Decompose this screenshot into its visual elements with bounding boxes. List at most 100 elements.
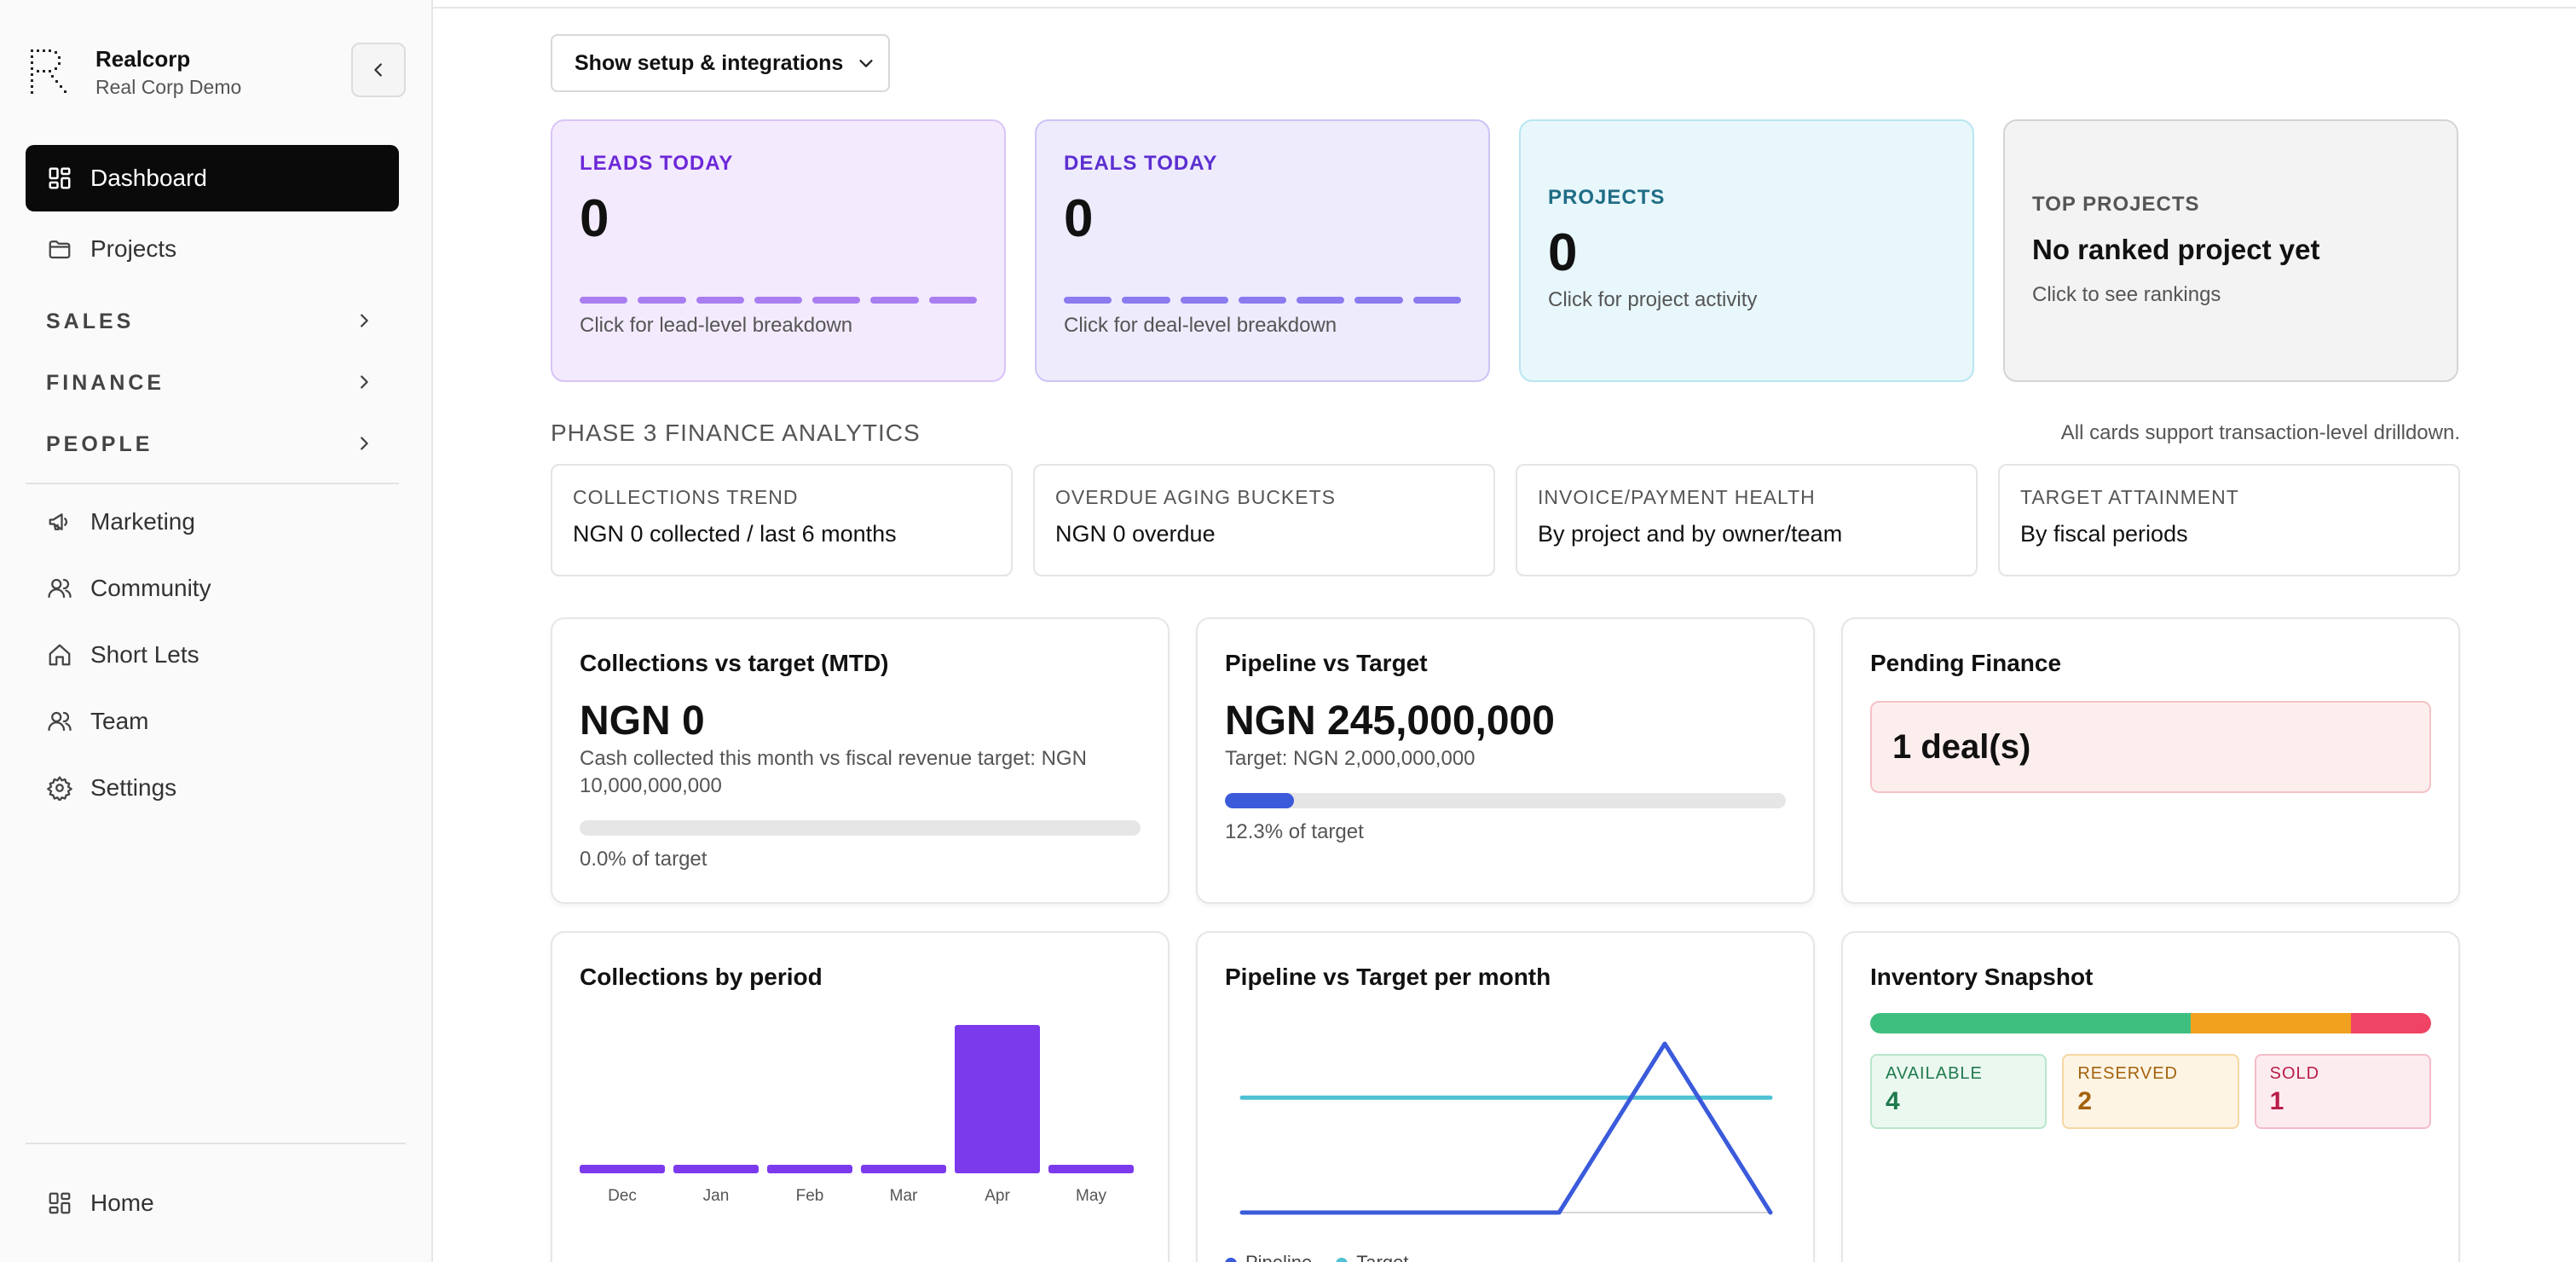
collections-by-period-panel[interactable]: Collections by period Dec Jan Feb Mar Apr May [551,931,1170,1262]
analytics-card-collections-trend[interactable]: COLLECTIONS TREND NGN 0 collected / last… [551,464,1013,576]
sidebar-item-label: Community [90,575,211,601]
progress-bar [1225,793,1786,808]
show-setup-button[interactable]: Show setup & integrations [551,34,890,92]
folder-icon [46,235,73,263]
kpi-hint: Click for deal-level breakdown [1064,314,1337,337]
analytics-card-label: OVERDUE AGING BUCKETS [1055,486,1337,508]
chevron-right-icon [361,375,368,389]
kpi-hint: Click for project activity [1548,288,1758,311]
kpi-segments [1064,297,1461,304]
inventory-label: AVAILABLE [1886,1064,1983,1083]
sidebar-item-settings[interactable]: Settings [26,755,399,821]
sidebar-item-community[interactable]: Community [26,555,399,622]
analytics-card-label: COLLECTIONS TREND [573,486,799,508]
sidebar-item-label: Marketing [90,508,195,535]
kpi-label: DEALS TODAY [1064,152,1218,175]
pipeline-per-month-panel[interactable]: Pipeline vs Target per month Pipeline Ta… [1196,931,1815,1262]
show-setup-label: Show setup & integrations [575,50,844,75]
chevron-right-icon [361,314,368,327]
bar-feb [767,1165,852,1173]
kpi-value: No ranked project yet [2032,234,2320,265]
sidebar-divider [26,483,399,484]
panel-title: Pipeline vs Target [1225,650,1428,676]
inventory-value: 2 [2077,1087,2093,1115]
sidebar-item-dashboard[interactable]: Dashboard [26,145,399,211]
chevron-right-icon [361,437,368,450]
sidebar-group-sales[interactable]: SALES [26,296,399,347]
analytics-card-invoice-health[interactable]: INVOICE/PAYMENT HEALTH By project and by… [1516,464,1978,576]
sidebar-group-finance[interactable]: FINANCE [26,357,399,408]
sidebar-item-label: Settings [90,774,177,801]
bar-apr [955,1025,1040,1173]
kpi-card-top-projects[interactable]: TOP PROJECTS No ranked project yet Click… [2003,119,2458,382]
legend-item-target: Target [1336,1252,1408,1262]
analytics-card-value: NGN 0 collected / last 6 months [573,521,897,547]
bar-may [1048,1165,1134,1173]
kpi-label: TOP PROJECTS [2032,193,2200,216]
collections-bar-chart: Dec Jan Feb Mar Apr May [580,1025,1134,1205]
panel-title: Inventory Snapshot [1870,964,2094,990]
x-tick-label: Jan [703,1187,730,1205]
pending-finance-panel[interactable]: Pending Finance 1 deal(s) [1841,617,2460,904]
inventory-boxes: AVAILABLE 4 RESERVED 2 SOLD 1 [1870,1054,2431,1129]
collapse-sidebar-button[interactable] [351,43,406,97]
analytics-card-overdue-aging[interactable]: OVERDUE AGING BUCKETS NGN 0 overdue [1033,464,1495,576]
dashboard-icon [46,1190,73,1217]
sidebar-item-home[interactable]: Home [26,1170,399,1236]
x-tick-label: Dec [608,1187,637,1205]
bar-mar [861,1165,946,1173]
sidebar-item-projects[interactable]: Projects [26,216,399,282]
progress-bar [580,820,1141,836]
kpi-label: PROJECTS [1548,186,1666,209]
analytics-card-target-attainment[interactable]: TARGET ATTAINMENT By fiscal periods [1998,464,2460,576]
realcorp-logo-icon [31,49,66,94]
pending-deals-box[interactable]: 1 deal(s) [1870,701,2431,793]
inventory-reserved-box[interactable]: RESERVED 2 [2062,1054,2239,1129]
x-tick-label: Mar [890,1187,918,1205]
brand-name: Realcorp [95,46,191,72]
pipeline-target-panel[interactable]: Pipeline vs Target NGN 245,000,000 Targe… [1196,617,1815,904]
sidebar: Realcorp Real Corp Demo Dashboard Projec… [0,0,433,1262]
x-tick-label: May [1076,1187,1106,1205]
analytics-card-value: NGN 0 overdue [1055,521,1216,547]
kpi-card-projects[interactable]: PROJECTS 0 Click for project activity [1519,119,1974,382]
collections-target-panel[interactable]: Collections vs target (MTD) NGN 0 Cash c… [551,617,1170,904]
kpi-card-leads[interactable]: LEADS TODAY 0 Click for lead-level break… [551,119,1006,382]
sidebar-item-short-lets[interactable]: Short Lets [26,622,399,688]
bar-jan [673,1165,759,1173]
section-note: All cards support transaction-level dril… [2060,421,2460,444]
users-icon [46,575,73,602]
brand[interactable]: Realcorp Real Corp Demo [29,44,241,101]
sidebar-item-marketing[interactable]: Marketing [26,489,399,555]
inventory-label: RESERVED [2077,1064,2178,1083]
inventory-snapshot-panel[interactable]: Inventory Snapshot AVAILABLE 4 RESERVED … [1841,931,2460,1262]
panel-title: Pipeline vs Target per month [1225,964,1551,990]
inventory-distribution-bar [1870,1013,2431,1033]
kpi-segments [580,297,977,304]
chart-legend: Pipeline Target [1225,1252,1408,1262]
top-border [433,0,2576,9]
inventory-sold-box[interactable]: SOLD 1 [2254,1054,2431,1129]
kpi-card-deals[interactable]: DEALS TODAY 0 Click for deal-level break… [1035,119,1490,382]
sidebar-group-label: PEOPLE [46,431,153,456]
house-icon [46,641,73,669]
sidebar-group-people[interactable]: PEOPLE [26,419,399,470]
sidebar-item-team[interactable]: Team [26,688,399,755]
brand-subtitle: Real Corp Demo [95,76,242,98]
megaphone-icon [46,508,73,535]
inventory-available-box[interactable]: AVAILABLE 4 [1870,1054,2048,1129]
progress-fill [1225,793,1294,808]
analytics-card-value: By project and by owner/team [1538,521,1843,547]
bar-dec [580,1165,665,1173]
panel-title: Pending Finance [1870,650,2062,676]
panel-subtitle: Target: NGN 2,000,000,000 [1225,747,1476,770]
kpi-hint: Click for lead-level breakdown [580,314,853,337]
analytics-card-label: TARGET ATTAINMENT [2020,486,2239,508]
panel-value: NGN 0 [580,698,705,744]
chevron-left-icon [374,63,382,77]
x-tick-label: Apr [985,1187,1010,1205]
inventory-reserved-segment [2191,1013,2351,1033]
sidebar-group-label: FINANCE [46,370,165,395]
panel-title: Collections by period [580,964,823,990]
gear-icon [46,774,73,802]
